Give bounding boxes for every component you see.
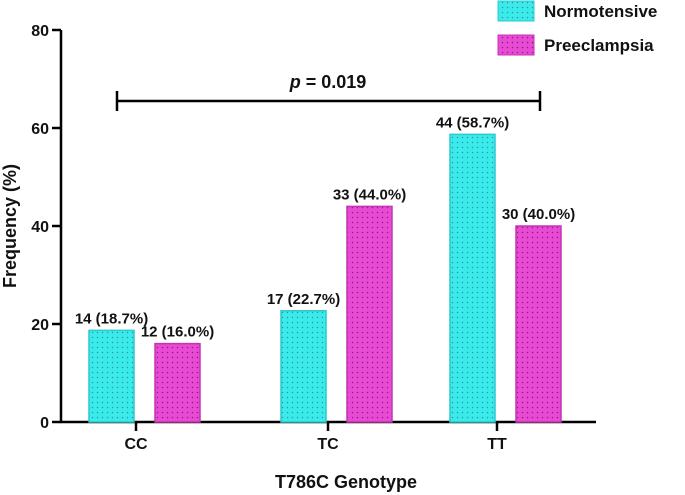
bar-preeclampsia-tc (346, 205, 393, 423)
x-tick-label: TC (317, 436, 339, 453)
bar-normotensive-cc (88, 329, 135, 423)
y-tick-label: 20 (31, 317, 49, 334)
data-label: 33 (44.0%) (333, 186, 406, 203)
data-label: 12 (16.0%) (141, 324, 214, 341)
legend-label-preeclampsia: Preeclampsia (544, 36, 654, 55)
x-tick-label: TT (487, 436, 507, 453)
data-label: 44 (58.7%) (436, 114, 509, 131)
y-tick-label: 0 (40, 415, 49, 432)
y-tick-label: 60 (31, 121, 49, 138)
bar-preeclampsia-cc (154, 342, 201, 423)
legend-swatch-normotensive (497, 0, 535, 22)
bar-normotensive-tt (449, 133, 496, 423)
x-tick-label: CC (124, 436, 148, 453)
bar-preeclampsia-tt (515, 225, 562, 423)
data-label: 14 (18.7%) (75, 310, 148, 327)
y-tick-label: 40 (31, 219, 49, 236)
x-axis-title: T786C Genotype (275, 472, 417, 492)
bar-normotensive-tc (280, 310, 327, 423)
p-value-annotation: p = 0.019 (289, 72, 367, 92)
p-symbol: p (289, 72, 301, 92)
legend-swatch-preeclampsia (497, 34, 535, 56)
significance-bracket: p = 0.019 (115, 72, 542, 111)
data-label: 30 (40.0%) (502, 206, 575, 223)
legend: Normotensive Preeclampsia (497, 0, 657, 56)
p-value-text: = 0.019 (301, 72, 367, 92)
y-tick-label: 80 (31, 23, 49, 40)
legend-label-normotensive: Normotensive (544, 2, 657, 21)
data-label: 17 (22.7%) (267, 291, 340, 308)
y-axis-title: Frequency (%) (0, 164, 20, 288)
